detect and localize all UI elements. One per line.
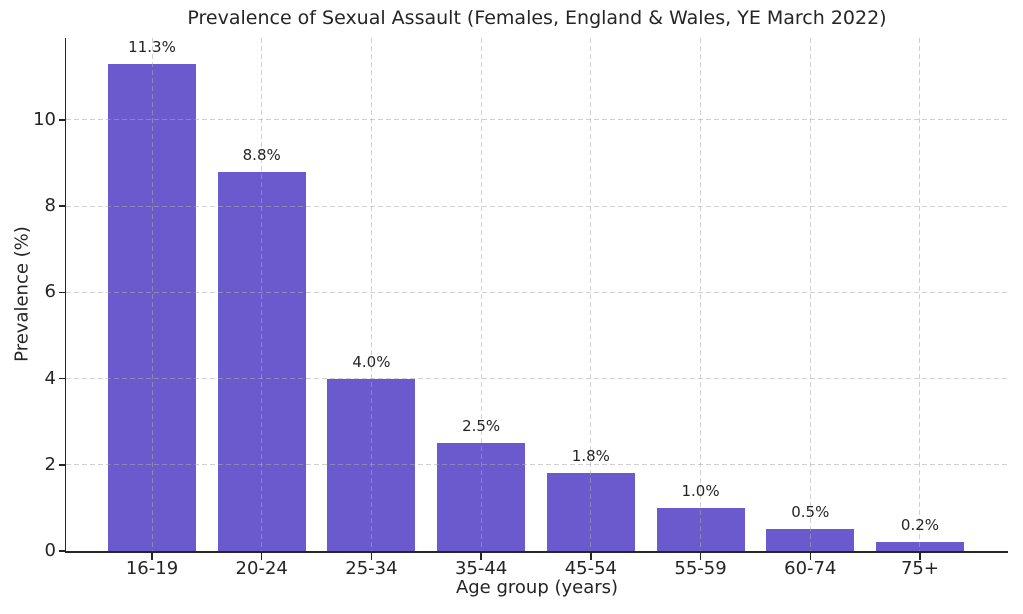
x-tick-label: 25-34 <box>345 558 398 579</box>
y-tick-label: 6 <box>44 281 56 303</box>
bar-value-label: 4.0% <box>352 352 391 371</box>
x-tick-label: 35-44 <box>454 558 508 579</box>
x-gridline <box>919 38 921 551</box>
y-tick-mark <box>59 550 66 552</box>
y-gridline <box>66 378 1008 380</box>
x-tick-mark <box>809 552 812 560</box>
y-axis-spine <box>64 38 66 553</box>
x-gridline <box>480 38 482 551</box>
y-tick-mark <box>59 291 66 294</box>
bar-value-label: 0.5% <box>791 503 830 522</box>
x-tick-mark <box>370 552 373 560</box>
y-gridline <box>66 291 1008 293</box>
x-tick-label: 16-19 <box>125 558 179 579</box>
y-tick-mark <box>59 119 66 121</box>
y-tick-label: 2 <box>44 453 56 475</box>
y-tick-label: 4 <box>44 367 56 389</box>
x-axis-spine <box>64 551 1008 553</box>
x-tick-mark <box>590 552 592 560</box>
x-gridline <box>590 38 592 551</box>
y-tick-label: 0 <box>44 540 56 561</box>
x-tick-label: 45-54 <box>564 558 617 579</box>
x-gridline <box>261 38 263 551</box>
chart-title: Prevalence of Sexual Assault (Females, E… <box>187 7 887 29</box>
x-tick-label: 20-24 <box>235 558 288 579</box>
x-tick-label: 75+ <box>900 558 939 579</box>
y-gridline <box>66 205 1008 207</box>
bar-value-label: 1.0% <box>681 481 720 500</box>
plot-area <box>66 38 1008 551</box>
x-axis-label: Age group (years) <box>455 577 619 598</box>
bar-value-label: 0.2% <box>900 516 940 535</box>
x-tick-mark <box>480 552 482 560</box>
x-gridline <box>809 38 811 551</box>
x-gridline <box>151 38 153 551</box>
x-tick-mark <box>919 552 921 560</box>
y-tick-label: 10 <box>33 108 56 130</box>
x-tick-label: 55-59 <box>674 558 727 579</box>
x-tick-mark <box>699 552 702 560</box>
y-gridline <box>66 119 1008 121</box>
bar-value-label: 11.3% <box>128 37 176 56</box>
y-tick-mark <box>59 464 66 466</box>
x-gridline <box>370 38 372 551</box>
x-tick-mark <box>151 552 153 560</box>
y-gridline <box>66 464 1008 466</box>
x-tick-mark <box>260 552 263 560</box>
x-gridline <box>700 38 702 551</box>
bar-value-label: 2.5% <box>462 417 501 436</box>
bar-value-label: 8.8% <box>242 145 281 164</box>
bar-value-label: 1.8% <box>571 447 610 466</box>
y-tick-label: 8 <box>44 195 56 217</box>
y-tick-mark <box>59 205 66 207</box>
y-tick-mark <box>59 377 66 380</box>
x-tick-label: 60-74 <box>784 558 837 579</box>
